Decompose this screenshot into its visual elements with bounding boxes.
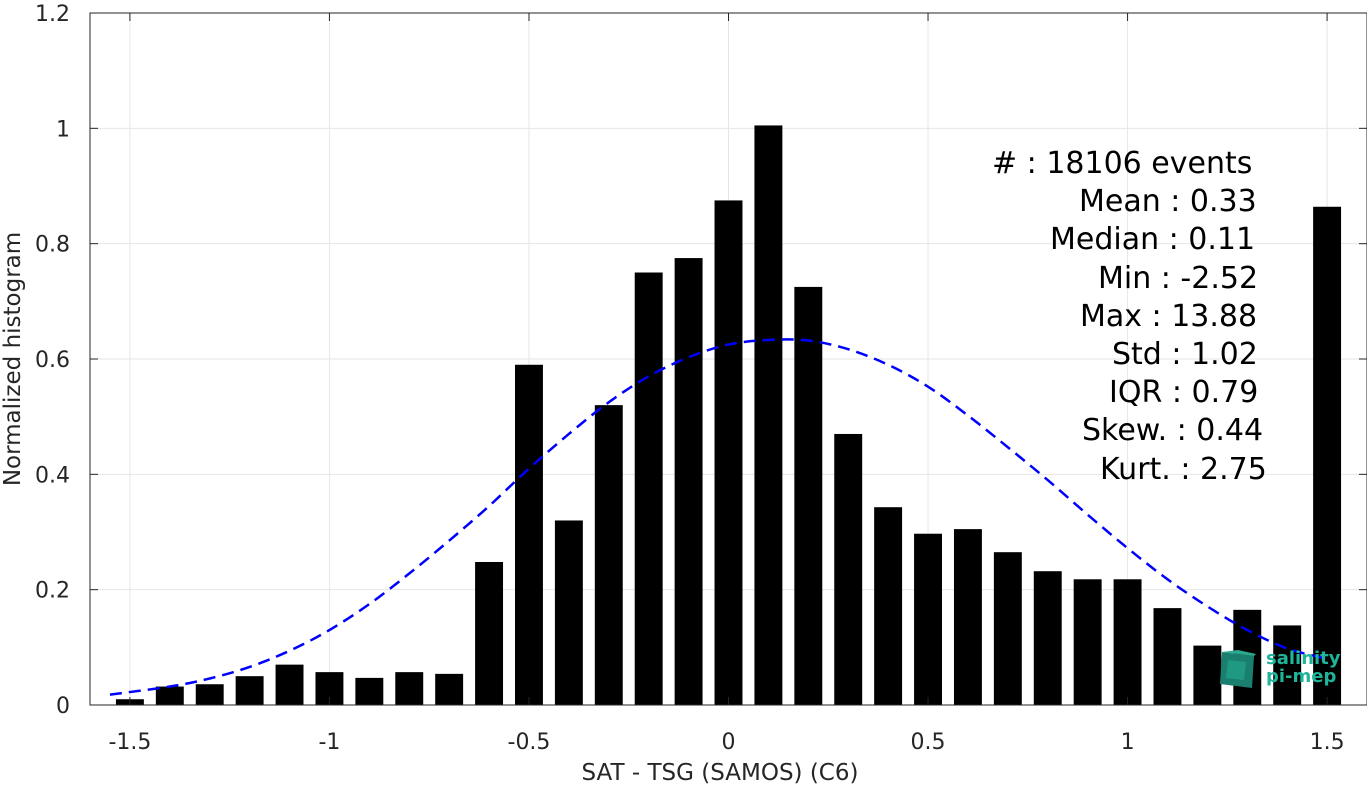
x-axis-ticks: -1.5 -1 -0.5 0 0.5 1 1.5 bbox=[108, 13, 1345, 755]
histogram-bar bbox=[1113, 579, 1142, 705]
histogram-bar bbox=[874, 507, 903, 705]
y-axis-label: Normalized histogram bbox=[0, 232, 26, 486]
y-tick-label: 0.6 bbox=[35, 348, 70, 373]
histogram-bar bbox=[914, 533, 942, 705]
histogram-bar bbox=[235, 676, 264, 705]
histogram-bar bbox=[993, 552, 1022, 705]
histogram-bar bbox=[754, 125, 783, 705]
y-tick-label: 0.4 bbox=[35, 463, 70, 488]
stat-skew: Skew. : 0.44 bbox=[1082, 413, 1264, 449]
x-tick-label: 1.5 bbox=[1310, 730, 1345, 755]
histogram-bar bbox=[634, 272, 663, 705]
y-tick-label: 0 bbox=[56, 694, 70, 719]
histogram-bar bbox=[953, 529, 982, 705]
histogram-bar bbox=[195, 684, 224, 705]
bar-series bbox=[115, 125, 1342, 705]
stat-mean: Mean : 0.33 bbox=[1079, 184, 1257, 220]
logo-cube-icon bbox=[1220, 650, 1256, 688]
histogram-bar bbox=[475, 561, 504, 705]
x-tick-label: 1 bbox=[1121, 730, 1135, 755]
x-tick-label: -1 bbox=[318, 730, 340, 755]
histogram-bar bbox=[1073, 579, 1102, 705]
histogram-bar bbox=[1033, 571, 1062, 705]
y-axis-ticks: 0 0.2 0.4 0.6 0.8 1 1.2 bbox=[35, 2, 1367, 719]
stat-max: Max : 13.88 bbox=[1080, 298, 1258, 334]
histogram-bar bbox=[1193, 645, 1222, 705]
histogram-bar bbox=[1313, 206, 1342, 705]
histogram-bar bbox=[674, 258, 703, 705]
histogram-bar bbox=[155, 686, 184, 705]
y-tick-label: 1 bbox=[56, 117, 70, 142]
histogram-bar bbox=[554, 520, 583, 705]
stat-iqr: IQR : 0.79 bbox=[1109, 375, 1259, 411]
stat-median: Median : 0.11 bbox=[1050, 222, 1256, 258]
x-tick-label: 0.5 bbox=[911, 730, 946, 755]
histogram-bar bbox=[355, 677, 384, 705]
stat-events: # : 18106 events bbox=[992, 146, 1253, 181]
x-axis-label: SAT - TSG (SAMOS) (C6) bbox=[582, 760, 859, 785]
y-tick-label: 0.8 bbox=[35, 233, 70, 258]
x-tick-label: -0.5 bbox=[508, 730, 551, 755]
x-tick-label: 0 bbox=[722, 730, 736, 755]
salinity-pimep-logo: salinity pi-mep bbox=[1216, 648, 1356, 694]
histogram-bar bbox=[714, 200, 743, 705]
y-tick-label: 0.2 bbox=[35, 579, 70, 604]
histogram-bar bbox=[1273, 625, 1302, 705]
fit-curve bbox=[109, 338, 1328, 696]
histogram-bar bbox=[1153, 608, 1182, 705]
stat-std: Std : 1.02 bbox=[1112, 336, 1258, 372]
histogram-bar bbox=[515, 364, 543, 705]
stat-min: Min : -2.52 bbox=[1098, 260, 1259, 296]
statistics-box: # : 18106 events Mean : 0.33 Median : 0.… bbox=[960, 145, 1290, 489]
histogram-bar bbox=[794, 286, 823, 705]
histogram-bar bbox=[834, 433, 863, 705]
histogram-bar bbox=[275, 664, 304, 705]
logo-text-line1: salinity bbox=[1266, 648, 1341, 669]
stat-kurt: Kurt. : 2.75 bbox=[1100, 451, 1267, 487]
histogram-bar bbox=[395, 672, 424, 705]
x-tick-label: -1.5 bbox=[108, 730, 151, 755]
histogram-bar bbox=[594, 405, 623, 705]
logo-text-line2: pi-mep bbox=[1266, 666, 1337, 687]
histogram-bar bbox=[435, 673, 464, 705]
y-tick-label: 1.2 bbox=[35, 2, 70, 27]
